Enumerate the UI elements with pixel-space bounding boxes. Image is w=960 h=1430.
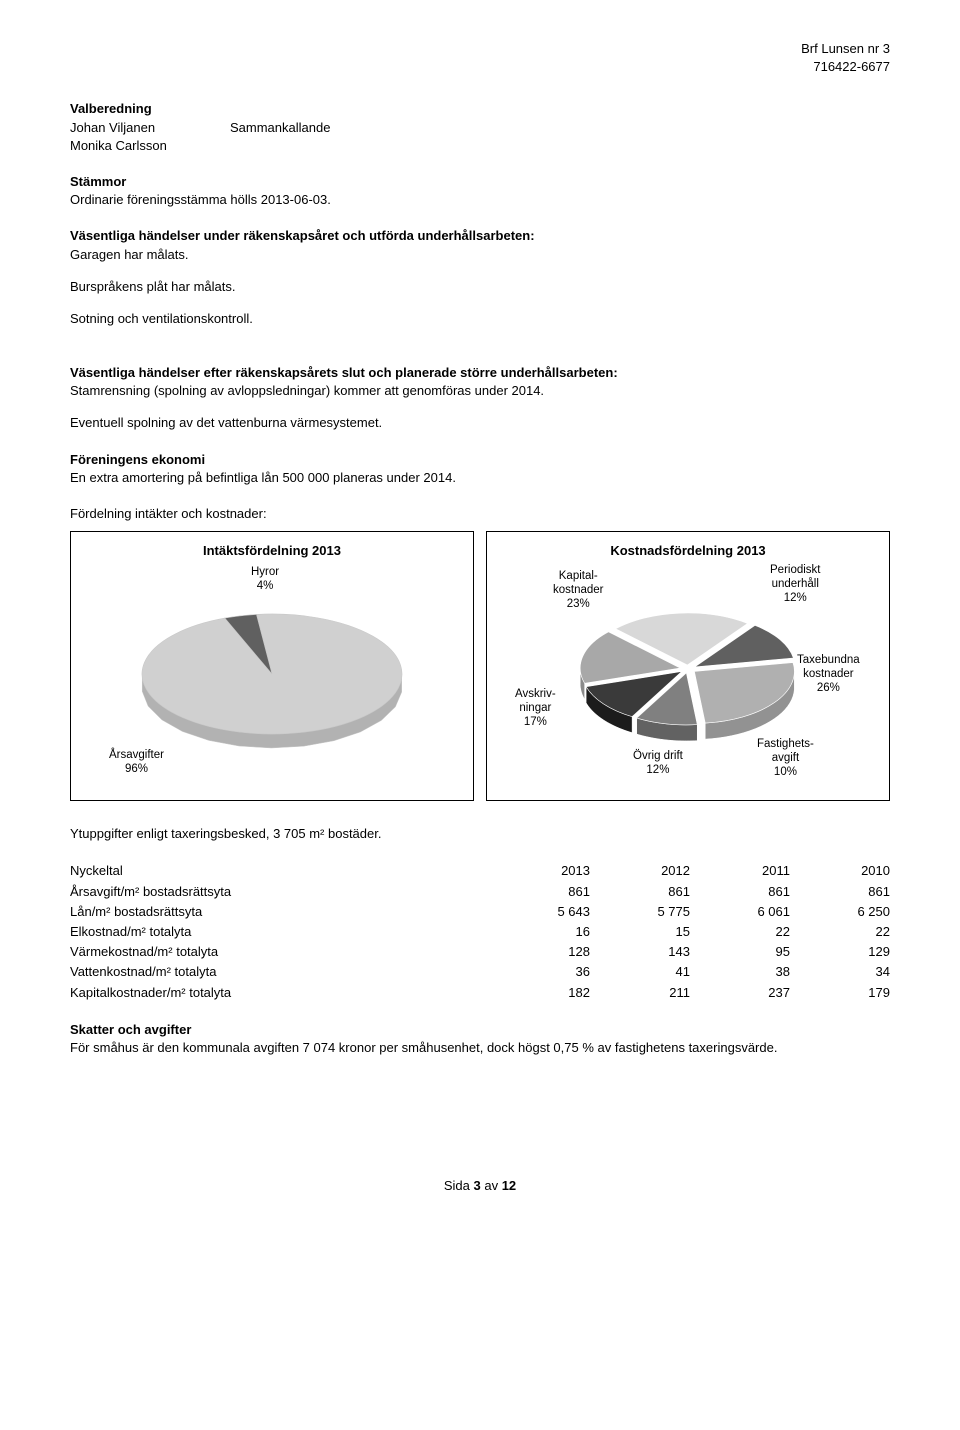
row-value: 179 — [790, 983, 890, 1003]
ekonomi-text: En extra amortering på befintliga lån 50… — [70, 469, 890, 487]
row-value: 6 061 — [690, 902, 790, 922]
intakt-chart-area: Hyror 4% Årsavgifter 96% — [79, 564, 465, 784]
row-value: 95 — [690, 942, 790, 962]
row-value: 237 — [690, 983, 790, 1003]
th-year: 2012 — [590, 861, 690, 881]
th-label: Nyckeltal — [70, 861, 490, 881]
row-value: 861 — [590, 882, 690, 902]
kostnad-label-kapital: Kapital-kostnader23% — [553, 570, 604, 611]
row-label: Årsavgift/m² bostadsrättsyta — [70, 882, 490, 902]
kostnad-chart-title: Kostnadsfördelning 2013 — [495, 542, 881, 560]
kostnad-label-taxebundna: Taxebundnakostnader26% — [797, 654, 860, 695]
row-value: 38 — [690, 962, 790, 982]
ytuppgifter: Ytuppgifter enligt taxeringsbesked, 3 70… — [70, 825, 890, 843]
row-value: 182 — [490, 983, 590, 1003]
org-nr: 716422-6677 — [70, 58, 890, 76]
vasentliga-efter-title: Väsentliga händelser efter räkenskapsåre… — [70, 364, 890, 382]
kostnad-label-periodiskt: Periodisktunderhåll12% — [770, 564, 821, 605]
row-label: Vattenkostnad/m² totalyta — [70, 962, 490, 982]
intakt-chart-box: Intäktsfördelning 2013 Hyror 4% Årsavgif… — [70, 531, 474, 801]
row-value: 41 — [590, 962, 690, 982]
row-value: 861 — [790, 882, 890, 902]
valberedning-row: Monika Carlsson — [70, 137, 890, 155]
row-value: 22 — [690, 922, 790, 942]
fordelning-header: Fördelning intäkter och kostnader: — [70, 505, 890, 523]
row-label: Lån/m² bostadsrättsyta — [70, 902, 490, 922]
table-row: Kapitalkostnader/m² totalyta182211237179 — [70, 983, 890, 1003]
row-value: 5 775 — [590, 902, 690, 922]
ekonomi-section: Föreningens ekonomi En extra amortering … — [70, 451, 890, 487]
row-label: Kapitalkostnader/m² totalyta — [70, 983, 490, 1003]
row-value: 22 — [790, 922, 890, 942]
th-year: 2013 — [490, 861, 590, 881]
row-value: 143 — [590, 942, 690, 962]
th-year: 2011 — [690, 861, 790, 881]
row-label: Elkostnad/m² totalyta — [70, 922, 490, 942]
table-row: Lån/m² bostadsrättsyta5 6435 7756 0616 2… — [70, 902, 890, 922]
row-value: 6 250 — [790, 902, 890, 922]
org-name: Brf Lunsen nr 3 — [70, 40, 890, 58]
valberedning-role: Sammankallande — [230, 119, 890, 137]
charts-row: Intäktsfördelning 2013 Hyror 4% Årsavgif… — [70, 531, 890, 801]
stammor-text: Ordinarie föreningsstämma hölls 2013-06-… — [70, 191, 890, 209]
row-value: 211 — [590, 983, 690, 1003]
row-value: 36 — [490, 962, 590, 982]
table-header-row: Nyckeltal 2013 2012 2011 2010 — [70, 861, 890, 881]
vasentliga-efter-section: Väsentliga händelser efter räkenskapsåre… — [70, 364, 890, 433]
table-row: Årsavgift/m² bostadsrättsyta861861861861 — [70, 882, 890, 902]
stammor-section: Stämmor Ordinarie föreningsstämma hölls … — [70, 173, 890, 209]
kostnad-chart-area: Kapital-kostnader23% Periodisktunderhåll… — [495, 564, 881, 784]
row-value: 129 — [790, 942, 890, 962]
vasentliga-under-title: Väsentliga händelser under räkenskapsåre… — [70, 227, 890, 245]
table-row: Vattenkostnad/m² totalyta36413834 — [70, 962, 890, 982]
intakt-label-arsavgifter: Årsavgifter 96% — [109, 749, 164, 777]
table-row: Värmekostnad/m² totalyta12814395129 — [70, 942, 890, 962]
kostnad-label-fastighets: Fastighets-avgift10% — [757, 738, 814, 779]
row-value: 128 — [490, 942, 590, 962]
stammor-title: Stämmor — [70, 173, 890, 191]
intakt-label-hyror: Hyror 4% — [251, 566, 279, 594]
valberedning-name: Johan Viljanen — [70, 119, 230, 137]
vasentliga-under-line: Garagen har målats. — [70, 246, 890, 264]
doc-header: Brf Lunsen nr 3 716422-6677 — [70, 40, 890, 76]
ekonomi-title: Föreningens ekonomi — [70, 451, 890, 469]
kostnad-chart-box: Kostnadsfördelning 2013 Kapital-kostnade… — [486, 531, 890, 801]
row-value: 861 — [490, 882, 590, 902]
page-footer: Sida 3 av 12 — [70, 1177, 890, 1195]
vasentliga-under-line: Sotning och ventilationskontroll. — [70, 310, 890, 328]
row-value: 34 — [790, 962, 890, 982]
kostnad-label-avskriv: Avskriv-ningar17% — [515, 688, 556, 729]
valberedning-name: Monika Carlsson — [70, 137, 230, 155]
table-row: Elkostnad/m² totalyta16152222 — [70, 922, 890, 942]
vasentliga-under-line: Burspråkens plåt har målats. — [70, 278, 890, 296]
nyckeltal-table: Nyckeltal 2013 2012 2011 2010 Årsavgift/… — [70, 861, 890, 1002]
vasentliga-efter-line: Stamrensning (spolning av avloppsledning… — [70, 382, 890, 400]
kostnad-label-ovrig: Övrig drift 12% — [633, 750, 683, 778]
th-year: 2010 — [790, 861, 890, 881]
skatter-section: Skatter och avgifter För småhus är den k… — [70, 1021, 890, 1057]
skatter-text: För småhus är den kommunala avgiften 7 0… — [70, 1039, 890, 1057]
valberedning-role — [230, 137, 890, 155]
valberedning-section: Valberedning Johan Viljanen Sammankallan… — [70, 100, 890, 155]
intakt-chart-title: Intäktsfördelning 2013 — [79, 542, 465, 560]
row-value: 16 — [490, 922, 590, 942]
row-value: 861 — [690, 882, 790, 902]
valberedning-row: Johan Viljanen Sammankallande — [70, 119, 890, 137]
row-value: 15 — [590, 922, 690, 942]
valberedning-title: Valberedning — [70, 100, 890, 118]
skatter-title: Skatter och avgifter — [70, 1021, 890, 1039]
vasentliga-efter-line: Eventuell spolning av det vattenburna vä… — [70, 414, 890, 432]
row-value: 5 643 — [490, 902, 590, 922]
vasentliga-under-section: Väsentliga händelser under räkenskapsåre… — [70, 227, 890, 328]
row-label: Värmekostnad/m² totalyta — [70, 942, 490, 962]
